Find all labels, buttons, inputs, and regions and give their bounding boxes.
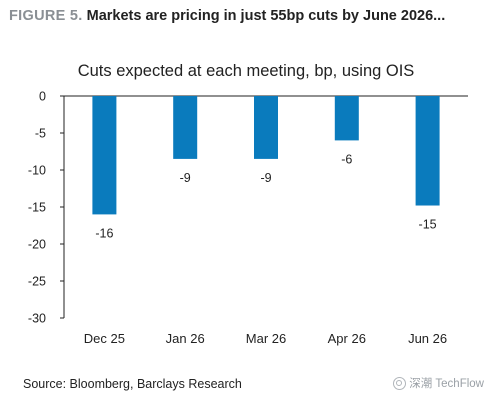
y-tick-label: -25 — [28, 275, 46, 289]
bar — [415, 96, 440, 206]
bar-data-label: -6 — [341, 152, 352, 166]
figure-title: Markets are pricing in just 55bp cuts by… — [86, 8, 446, 24]
y-tick-label: -5 — [35, 127, 46, 141]
watermark-text: 深潮 TechFlow — [409, 378, 484, 390]
y-tick-label: -20 — [28, 238, 46, 252]
x-category-label: Dec 25 — [84, 331, 125, 346]
bar-data-label: -9 — [260, 171, 271, 185]
y-tick-label: -30 — [28, 312, 46, 326]
bar-data-label: -15 — [419, 218, 437, 232]
y-tick-label: 0 — [39, 90, 46, 104]
bar-data-label: -16 — [95, 226, 113, 240]
y-tick-label: -10 — [28, 164, 46, 178]
bar — [334, 96, 359, 141]
chart-title: Cuts expected at each meeting, bp, using… — [77, 62, 415, 80]
x-category-label: Mar 26 — [246, 331, 286, 346]
bar — [173, 96, 198, 159]
figure-label: FIGURE 5. — [9, 8, 83, 24]
watermark-logo-icon — [393, 376, 407, 390]
bar — [92, 96, 117, 215]
x-category-label: Jan 26 — [166, 331, 205, 346]
bar-data-label: -9 — [180, 171, 191, 185]
y-tick-label: -15 — [28, 201, 46, 215]
x-category-label: Jun 26 — [408, 331, 447, 346]
bar — [254, 96, 278, 159]
x-category-label: Apr 26 — [328, 331, 366, 346]
source-note: Source: Bloomberg, Barclays Research — [23, 377, 242, 391]
figure-header: FIGURE 5. Markets are pricing in just 55… — [9, 8, 484, 24]
watermark: 深潮 TechFlow — [393, 375, 484, 391]
